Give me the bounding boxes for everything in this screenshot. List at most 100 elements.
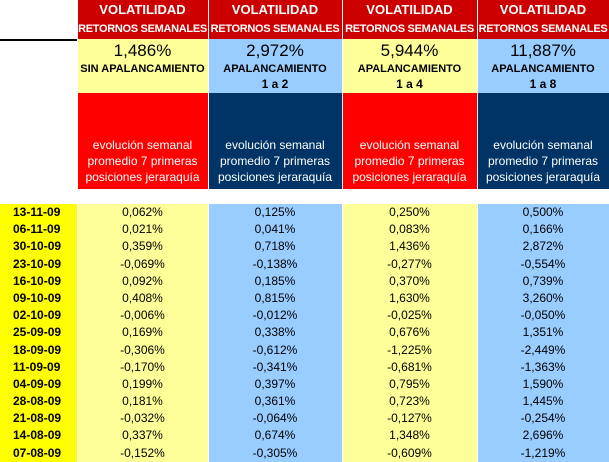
return-cell[interactable]: 0,250% <box>389 205 430 219</box>
return-cell[interactable]: -0,032% <box>120 411 165 426</box>
return-cell[interactable]: -0,609% <box>387 445 432 460</box>
date-cell[interactable]: 02-10-09 <box>13 308 62 323</box>
return-cell[interactable]: -0,064% <box>252 411 298 426</box>
return-cell[interactable]: -0,254% <box>520 411 566 426</box>
return-cell[interactable]: 0,718% <box>254 239 296 254</box>
return-cell[interactable]: 0,674% <box>254 428 296 443</box>
return-cell[interactable]: 0,370% <box>389 273 430 288</box>
volatilidad-header[interactable]: VOLATILIDAD <box>208 0 342 20</box>
date-cell[interactable]: 13-11-09 <box>13 205 61 219</box>
return-cell[interactable]: 0,676% <box>389 325 430 340</box>
return-cell[interactable]: 1,590% <box>522 376 564 391</box>
evolution-line-3: posiciones jeraraquía <box>352 170 467 184</box>
return-cell[interactable]: 0,361% <box>254 394 296 409</box>
return-cell[interactable]: 0,815% <box>254 290 296 305</box>
return-cell[interactable]: -0,012% <box>252 308 298 323</box>
evolution-cell[interactable]: evolución semanal promedio 7 primeras po… <box>477 93 609 189</box>
return-cell[interactable]: 0,041% <box>254 222 296 237</box>
volatility-cell[interactable]: 5,944% APALANCAMIENTO 1 a 4 <box>342 39 477 93</box>
return-cell[interactable]: -0,152% <box>120 445 165 460</box>
date-cell[interactable]: 18-09-09 <box>13 342 62 357</box>
return-cell[interactable]: -0,341% <box>252 359 298 374</box>
gap-cell[interactable] <box>77 189 208 204</box>
return-cell[interactable]: 0,723% <box>389 394 430 409</box>
return-cell[interactable]: -0,554% <box>520 256 566 271</box>
retornos-header[interactable]: RETORNOS SEMANALES <box>342 20 477 39</box>
evolution-line-1: evolución semanal <box>493 138 593 152</box>
return-cell[interactable]: 1,351% <box>522 325 564 340</box>
return-cell[interactable]: 0,166% <box>522 222 564 237</box>
date-cell[interactable]: 21-08-09 <box>13 411 62 426</box>
return-cell[interactable]: 0,397% <box>254 376 296 391</box>
return-cell[interactable]: 0,125% <box>254 205 296 219</box>
return-cell[interactable]: 0,083% <box>389 222 430 237</box>
date-cell[interactable]: 23-10-09 <box>13 256 62 271</box>
volatility-cell[interactable]: 1,486% SIN APALANCAMIENTO <box>77 39 208 93</box>
return-cell[interactable]: 1,348% <box>389 428 430 443</box>
return-cell[interactable]: -0,069% <box>120 256 165 271</box>
return-cell[interactable]: 0,199% <box>122 376 163 391</box>
retornos-header[interactable]: RETORNOS SEMANALES <box>77 20 208 39</box>
gap-cell[interactable] <box>477 189 609 204</box>
empty-label-cell[interactable] <box>0 41 77 189</box>
date-cell[interactable]: 30-10-09 <box>13 239 62 254</box>
date-cell[interactable]: 07-08-09 <box>13 445 62 460</box>
return-cell[interactable]: 3,260% <box>522 290 564 305</box>
date-cell[interactable]: 06-11-09 <box>13 222 61 237</box>
volatilidad-header[interactable]: VOLATILIDAD <box>342 0 477 20</box>
gap-cell[interactable] <box>342 189 477 204</box>
return-cell[interactable]: 1,630% <box>389 290 430 305</box>
return-cell[interactable]: 0,338% <box>254 325 296 340</box>
return-cell[interactable]: -0,170% <box>120 359 165 374</box>
return-cell[interactable]: 0,021% <box>122 222 163 237</box>
return-cell[interactable]: 0,062% <box>122 205 163 219</box>
return-cell[interactable]: 2,872% <box>522 239 564 254</box>
gap-cell[interactable] <box>0 189 77 204</box>
return-cell[interactable]: 0,169% <box>122 325 163 340</box>
return-cell[interactable]: 0,359% <box>122 239 163 254</box>
evolution-cell[interactable]: evolución semanal promedio 7 primeras po… <box>342 93 477 189</box>
return-cell[interactable]: -0,306% <box>120 342 165 357</box>
return-cell[interactable]: -0,612% <box>252 342 298 357</box>
return-cell[interactable]: 0,739% <box>522 273 564 288</box>
return-cell[interactable]: -0,305% <box>252 445 298 460</box>
date-cell[interactable]: 28-08-09 <box>13 394 62 409</box>
date-cell[interactable]: 16-10-09 <box>13 273 62 288</box>
return-cell[interactable]: -2,449% <box>520 342 566 357</box>
empty-header-cell[interactable] <box>0 0 77 39</box>
return-cell[interactable]: -0,025% <box>387 308 432 323</box>
return-cell[interactable]: 0,181% <box>122 394 163 409</box>
date-cell[interactable]: 14-08-09 <box>13 428 62 443</box>
return-cell[interactable]: -1,225% <box>387 342 432 357</box>
volatilidad-header[interactable]: VOLATILIDAD <box>477 0 609 20</box>
return-cell[interactable]: 0,500% <box>522 205 564 219</box>
return-cell[interactable]: -0,277% <box>387 256 432 271</box>
return-cell[interactable]: 0,408% <box>122 290 163 305</box>
date-cell[interactable]: 04-09-09 <box>13 376 62 391</box>
return-cell[interactable]: -0,127% <box>387 411 432 426</box>
return-cell[interactable]: 0,795% <box>389 376 430 391</box>
evolution-cell[interactable]: evolución semanal promedio 7 primeras po… <box>208 93 342 189</box>
return-cell[interactable]: 0,337% <box>122 428 163 443</box>
return-cell[interactable]: -0,006% <box>120 308 165 323</box>
return-cell[interactable]: 1,436% <box>389 239 430 254</box>
return-cell[interactable]: -1,363% <box>520 359 566 374</box>
volatility-cell[interactable]: 2,972% APALANCAMIENTO 1 a 2 <box>208 39 342 93</box>
return-cell[interactable]: 2,696% <box>522 428 564 443</box>
return-cell[interactable]: 0,092% <box>122 273 163 288</box>
retornos-header[interactable]: RETORNOS SEMANALES <box>477 20 609 39</box>
date-cell[interactable]: 09-10-09 <box>13 290 62 305</box>
return-cell[interactable]: -0,138% <box>252 256 298 271</box>
return-cell[interactable]: 0,185% <box>254 273 296 288</box>
gap-cell[interactable] <box>208 189 342 204</box>
return-cell[interactable]: -1,219% <box>520 445 566 460</box>
return-cell[interactable]: -0,050% <box>520 308 566 323</box>
return-cell[interactable]: 1,445% <box>522 394 564 409</box>
date-cell[interactable]: 25-09-09 <box>13 325 62 340</box>
return-cell[interactable]: -0,681% <box>387 359 432 374</box>
date-cell[interactable]: 11-09-09 <box>13 359 61 374</box>
volatility-cell[interactable]: 11,887% APALANCAMIENTO 1 a 8 <box>477 39 609 93</box>
retornos-header[interactable]: RETORNOS SEMANALES <box>208 20 342 39</box>
evolution-cell[interactable]: evolución semanal promedio 7 primeras po… <box>77 93 208 189</box>
volatilidad-header[interactable]: VOLATILIDAD <box>77 0 208 20</box>
